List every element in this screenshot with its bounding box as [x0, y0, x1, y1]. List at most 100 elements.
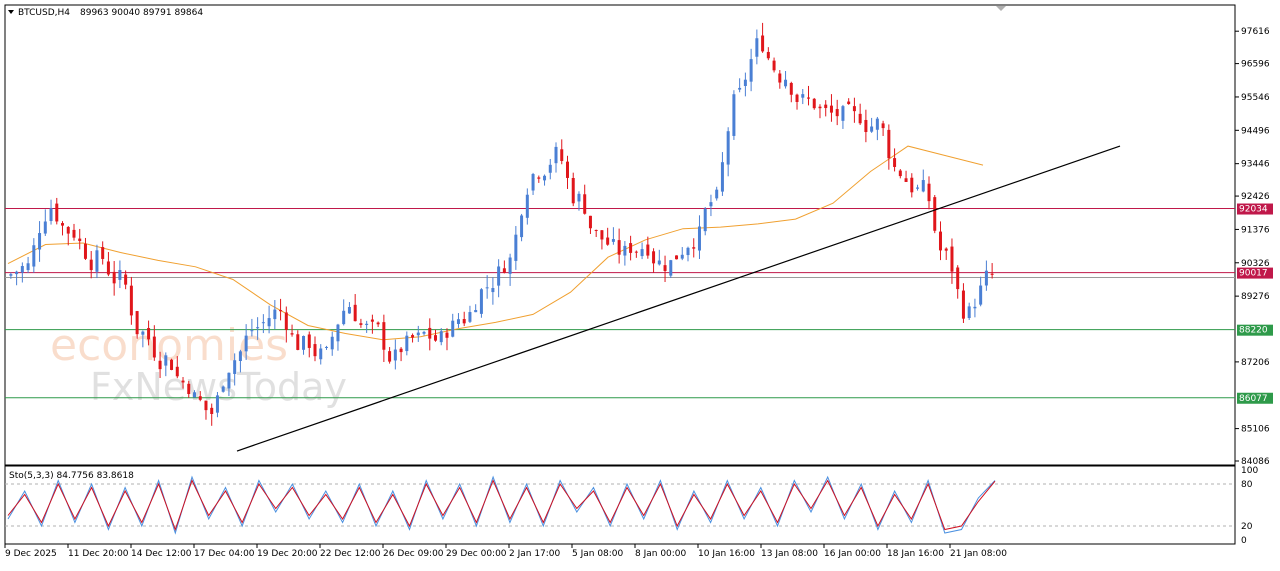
candle-body[interactable]: [692, 247, 696, 249]
candle-body[interactable]: [89, 259, 93, 271]
candle-body[interactable]: [766, 51, 770, 59]
candle-body[interactable]: [101, 247, 105, 259]
candle-body[interactable]: [898, 170, 902, 177]
candle-body[interactable]: [697, 226, 701, 251]
candle-body[interactable]: [434, 335, 438, 341]
candle-body[interactable]: [726, 131, 730, 165]
candle-body[interactable]: [502, 268, 506, 273]
candle-body[interactable]: [623, 245, 627, 256]
candle-body[interactable]: [956, 267, 960, 290]
candle-body[interactable]: [749, 59, 753, 82]
candle-body[interactable]: [152, 336, 156, 358]
candle-body[interactable]: [852, 106, 856, 112]
candle-body[interactable]: [445, 332, 449, 338]
candle-body[interactable]: [273, 309, 277, 320]
candle-body[interactable]: [95, 250, 99, 272]
candle-body[interactable]: [743, 79, 747, 86]
candle-body[interactable]: [198, 396, 202, 400]
candle-body[interactable]: [411, 335, 415, 338]
candle-body[interactable]: [330, 336, 334, 350]
candle-body[interactable]: [336, 324, 340, 342]
candle-body[interactable]: [571, 177, 575, 204]
candle-body[interactable]: [910, 177, 914, 193]
candle-body[interactable]: [192, 392, 196, 398]
candle-body[interactable]: [66, 227, 70, 234]
candle-body[interactable]: [824, 104, 828, 109]
candle-body[interactable]: [302, 335, 306, 350]
candle-body[interactable]: [256, 327, 260, 329]
candle-body[interactable]: [703, 208, 707, 232]
candle-body[interactable]: [801, 94, 805, 98]
candle-body[interactable]: [497, 266, 501, 286]
candle-body[interactable]: [129, 285, 133, 316]
candle-body[interactable]: [606, 237, 610, 245]
candle-body[interactable]: [382, 322, 386, 350]
candle-body[interactable]: [416, 332, 420, 336]
candle-body[interactable]: [250, 330, 254, 332]
candle-body[interactable]: [520, 215, 524, 238]
trendline[interactable]: [236, 145, 1121, 452]
candle-body[interactable]: [55, 203, 59, 222]
candle-body[interactable]: [634, 251, 638, 253]
candle-body[interactable]: [732, 94, 736, 136]
candle-body[interactable]: [577, 193, 581, 202]
candle-body[interactable]: [9, 274, 13, 276]
candle-body[interactable]: [347, 307, 351, 314]
candle-body[interactable]: [49, 208, 53, 222]
candle-body[interactable]: [284, 312, 288, 330]
candle-body[interactable]: [78, 238, 82, 242]
candle-body[interactable]: [669, 260, 673, 276]
candle-body[interactable]: [847, 101, 851, 105]
candle-body[interactable]: [112, 271, 116, 284]
candle-body[interactable]: [588, 215, 592, 229]
candle-body[interactable]: [405, 335, 409, 352]
candle-body[interactable]: [508, 257, 512, 274]
candle-body[interactable]: [835, 109, 839, 117]
candle-body[interactable]: [462, 319, 466, 324]
candle-body[interactable]: [399, 348, 403, 353]
candle-body[interactable]: [491, 288, 495, 293]
candle-body[interactable]: [428, 327, 432, 339]
candle-body[interactable]: [135, 311, 139, 335]
candle-body[interactable]: [468, 312, 472, 322]
candle-body[interactable]: [479, 289, 483, 314]
candle-body[interactable]: [812, 98, 816, 109]
candle-body[interactable]: [870, 126, 874, 132]
candle-body[interactable]: [267, 318, 271, 327]
candle-body[interactable]: [646, 244, 650, 256]
candle-body[interactable]: [227, 372, 231, 389]
candle-body[interactable]: [864, 119, 868, 133]
candle-body[interactable]: [26, 263, 30, 271]
candle-body[interactable]: [147, 328, 151, 340]
candle-body[interactable]: [20, 266, 24, 273]
candle-body[interactable]: [973, 306, 977, 309]
candle-body[interactable]: [170, 359, 174, 370]
candle-body[interactable]: [933, 197, 937, 231]
candle-body[interactable]: [439, 331, 443, 343]
candle-body[interactable]: [307, 334, 311, 348]
candle-body[interactable]: [680, 254, 684, 259]
candle-body[interactable]: [83, 243, 87, 259]
candle-body[interactable]: [543, 175, 547, 181]
stoch-signal-line[interactable]: [7, 479, 996, 531]
candle-body[interactable]: [525, 194, 529, 218]
candle-body[interactable]: [181, 380, 185, 383]
candle-body[interactable]: [221, 386, 225, 392]
candle-body[interactable]: [15, 271, 19, 275]
candle-body[interactable]: [290, 333, 294, 335]
candle-body[interactable]: [761, 35, 765, 52]
candle-body[interactable]: [72, 229, 76, 238]
candle-body[interactable]: [807, 97, 811, 99]
candle-body[interactable]: [124, 274, 128, 285]
candle-body[interactable]: [106, 261, 110, 275]
candle-body[interactable]: [927, 183, 931, 202]
candle-body[interactable]: [393, 349, 397, 361]
candle-body[interactable]: [531, 174, 535, 191]
candle-body[interactable]: [175, 366, 179, 377]
candle-body[interactable]: [233, 360, 237, 374]
dropdown-arrow-icon[interactable]: [8, 10, 14, 14]
candle-body[interactable]: [772, 60, 776, 71]
candle-body[interactable]: [319, 348, 323, 360]
candle-body[interactable]: [537, 177, 541, 179]
candle-body[interactable]: [875, 118, 879, 130]
